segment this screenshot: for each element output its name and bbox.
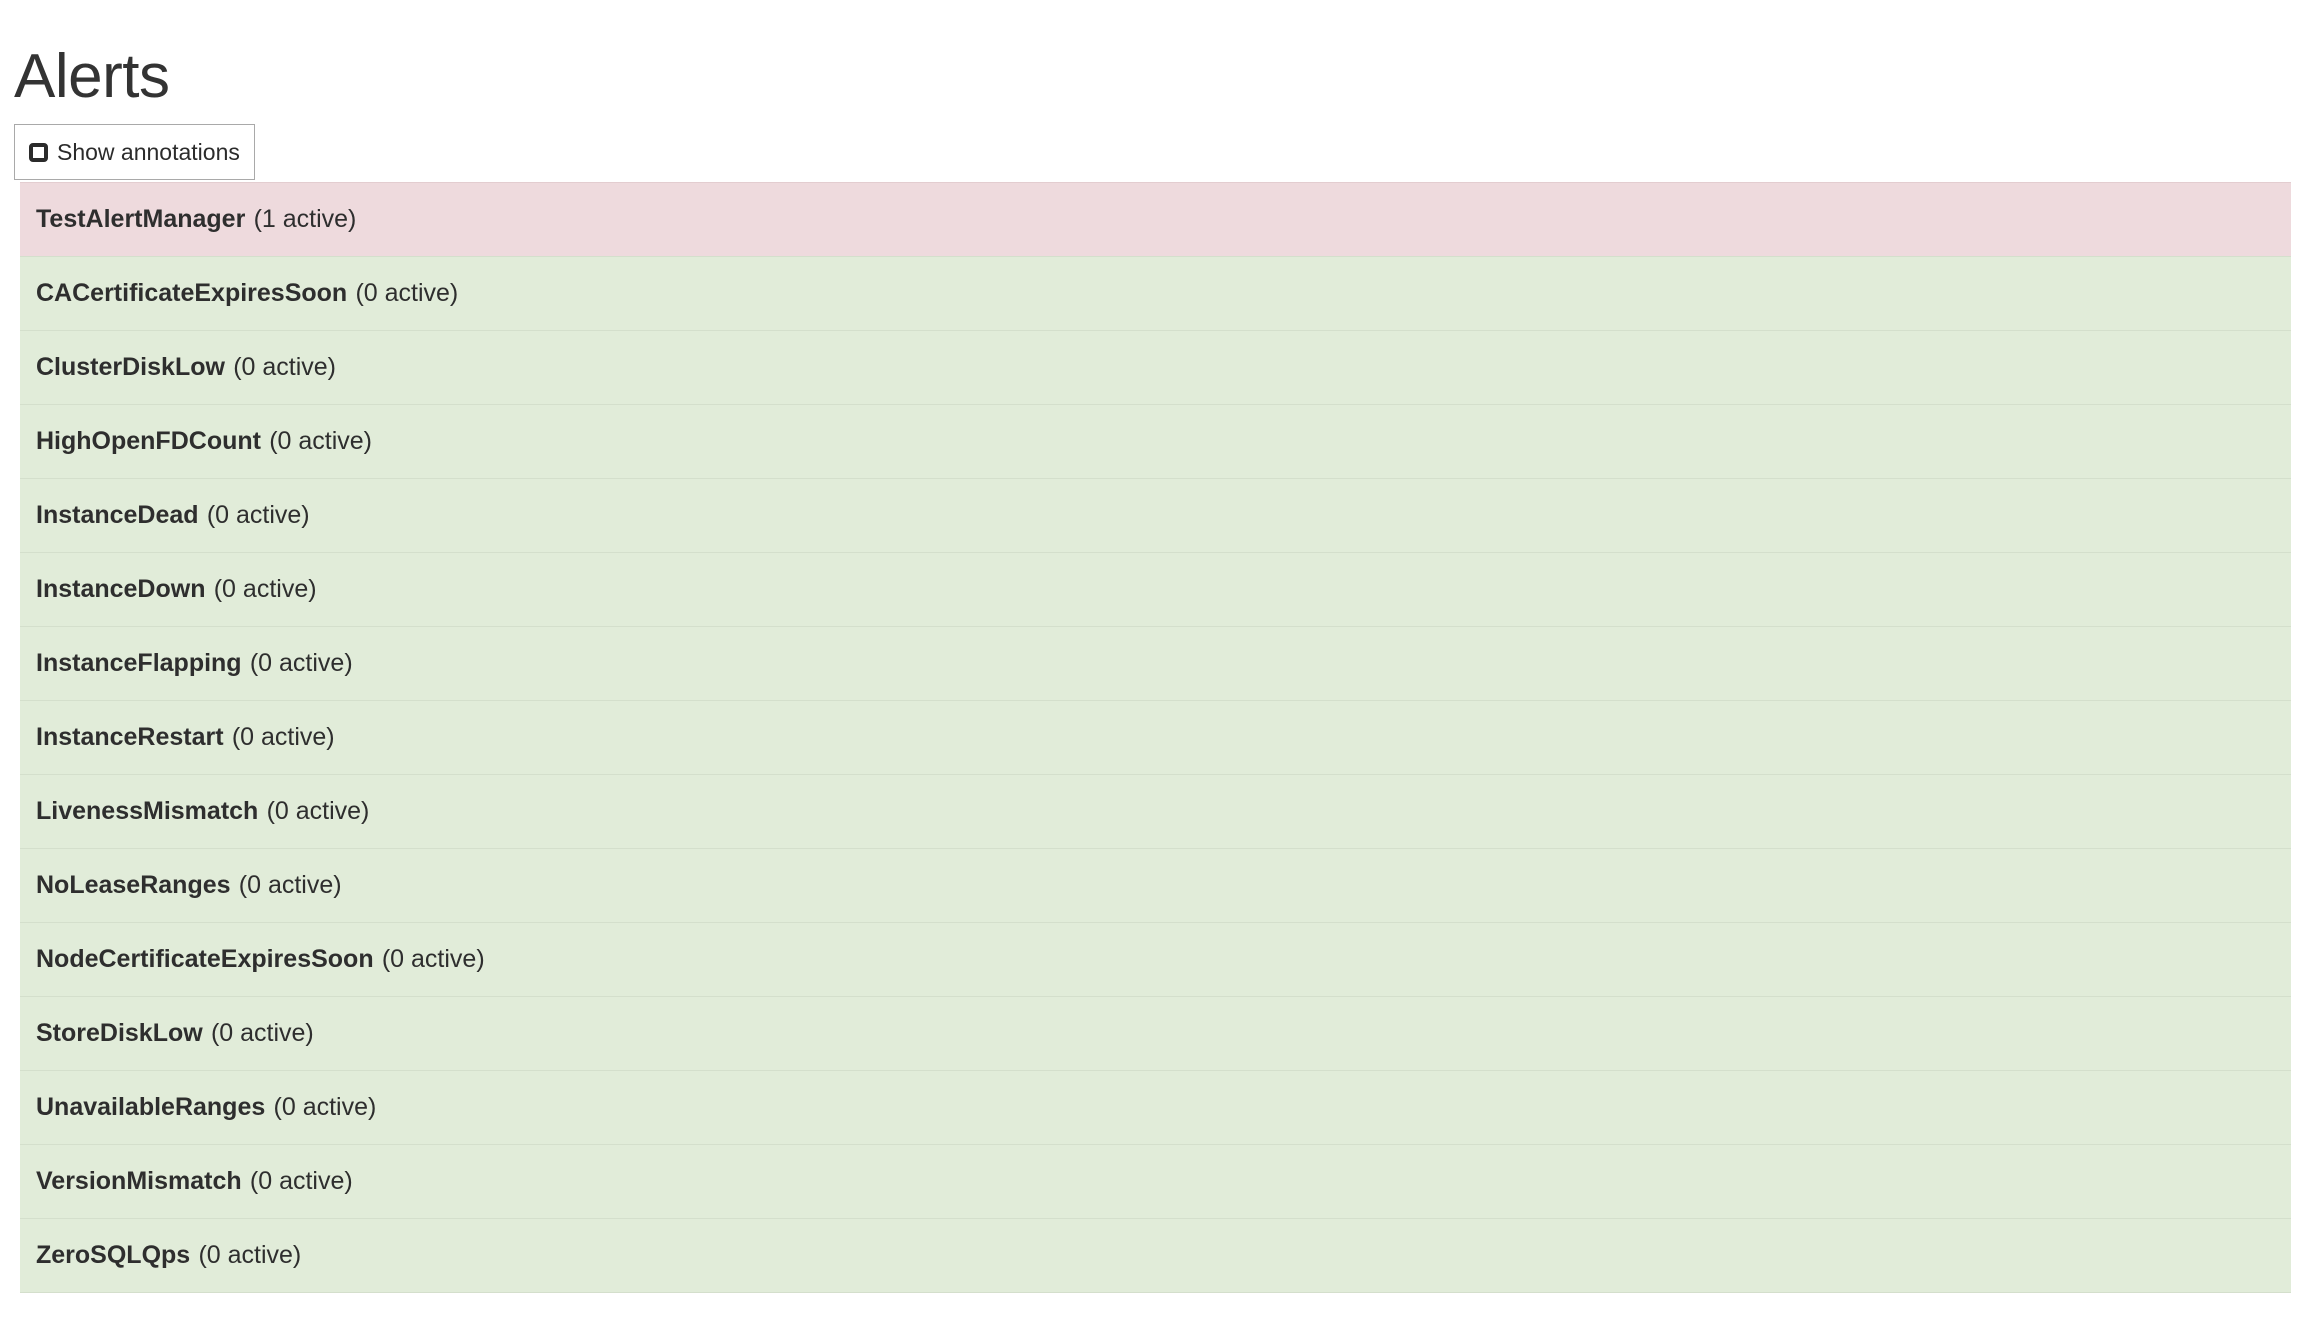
alert-name: TestAlertManager bbox=[36, 205, 246, 233]
alert-name: UnavailableRanges bbox=[36, 1093, 266, 1121]
alert-name: LivenessMismatch bbox=[36, 797, 259, 825]
alert-active-count: (0 active) bbox=[198, 1241, 302, 1269]
alert-active-count: (0 active) bbox=[231, 723, 335, 751]
alert-row[interactable]: InstanceFlapping (0 active) bbox=[20, 626, 2291, 701]
alert-active-count: (0 active) bbox=[233, 353, 336, 381]
alert-row[interactable]: InstanceRestart (0 active) bbox=[20, 700, 2291, 775]
alert-active-count: (0 active) bbox=[266, 797, 370, 825]
alerts-list: TestAlertManager (1 active) CACertificateE… bbox=[20, 182, 2291, 1293]
alert-name: InstanceDead bbox=[36, 501, 199, 529]
alert-active-count: (0 active) bbox=[269, 427, 373, 455]
page-title: Alerts bbox=[14, 41, 170, 111]
alert-row[interactable]: LivenessMismatch (0 active) bbox=[20, 774, 2291, 849]
alert-name: CACertificateExpiresSoon bbox=[36, 279, 348, 307]
alert-row[interactable]: InstanceDead (0 active) bbox=[20, 478, 2291, 553]
alert-name: NoLeaseRanges bbox=[36, 871, 231, 899]
alert-active-count: (0 active) bbox=[210, 1019, 314, 1047]
alert-row[interactable]: NoLeaseRanges (0 active) bbox=[20, 848, 2291, 923]
alert-name: VersionMismatch bbox=[36, 1167, 242, 1195]
alert-row[interactable]: StoreDiskLow (0 active) bbox=[20, 996, 2291, 1071]
show-annotations-toggle[interactable]: Show annotations bbox=[14, 124, 255, 180]
alert-row[interactable]: HighOpenFDCount (0 active) bbox=[20, 404, 2291, 479]
show-annotations-label: Show annotations bbox=[57, 138, 240, 165]
alert-name: InstanceFlapping bbox=[36, 649, 242, 677]
alert-row[interactable]: TestAlertManager (1 active) bbox=[20, 182, 2291, 257]
alert-active-count: (0 active) bbox=[249, 1167, 353, 1195]
alert-name: InstanceRestart bbox=[36, 723, 224, 751]
unchecked-square-icon[interactable] bbox=[29, 142, 48, 162]
alert-row[interactable]: NodeCertificateExpiresSoon (0 active) bbox=[20, 922, 2291, 997]
alert-active-count: (0 active) bbox=[213, 575, 317, 603]
alert-active-count: (0 active) bbox=[381, 945, 485, 973]
alert-name: InstanceDown bbox=[36, 575, 206, 603]
alert-name: StoreDiskLow bbox=[36, 1019, 203, 1047]
alert-name: ClusterDiskLow bbox=[36, 353, 225, 381]
alert-active-count: (0 active) bbox=[206, 501, 310, 529]
alert-active-count: (0 active) bbox=[249, 649, 353, 677]
alert-active-count: (0 active) bbox=[238, 871, 342, 899]
alert-active-count: (0 active) bbox=[273, 1093, 377, 1121]
alert-active-count: (1 active) bbox=[253, 205, 357, 233]
alert-name: NodeCertificateExpiresSoon bbox=[36, 945, 374, 973]
alert-row[interactable]: ClusterDiskLow (0 active) bbox=[20, 330, 2291, 405]
alert-name: ZeroSQLQps bbox=[36, 1241, 191, 1269]
alert-row[interactable]: CACertificateExpiresSoon (0 active) bbox=[20, 256, 2291, 331]
alert-row[interactable]: InstanceDown (0 active) bbox=[20, 552, 2291, 627]
alert-row[interactable]: ZeroSQLQps (0 active) bbox=[20, 1218, 2291, 1293]
alert-active-count: (0 active) bbox=[355, 279, 459, 307]
alert-row[interactable]: VersionMismatch (0 active) bbox=[20, 1144, 2291, 1219]
alert-name: HighOpenFDCount bbox=[36, 427, 261, 455]
alert-row[interactable]: UnavailableRanges (0 active) bbox=[20, 1070, 2291, 1145]
